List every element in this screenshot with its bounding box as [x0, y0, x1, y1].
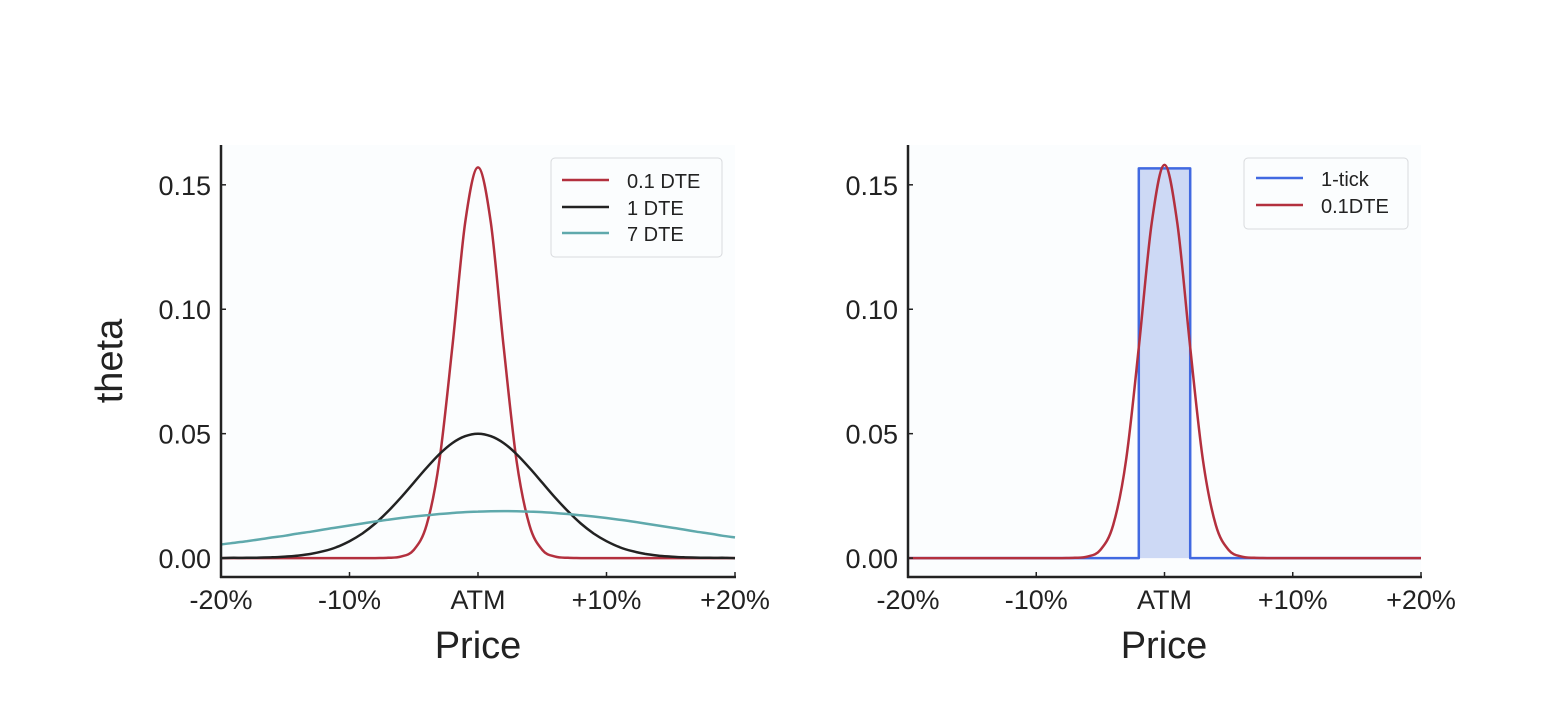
y-tick-label: 0.05 [158, 420, 211, 450]
legend: 0.1 DTE 1 DTE 7 DTE [550, 157, 723, 258]
left-chart-lines [220, 166, 736, 560]
y-tick-label: 0.10 [845, 295, 898, 325]
x-tick-label: -20% [876, 585, 939, 615]
y-tick-label: 0.15 [845, 171, 898, 201]
x-tick-label: -10% [1005, 585, 1068, 615]
x-tick-label: ATM [451, 585, 506, 615]
right-chart: -20% -10% ATM +10% +20% 0.00 0.05 0.10 0.15 Pric… [845, 145, 1456, 667]
x-tick-label: +20% [1386, 585, 1456, 615]
x-tick-label: +10% [572, 585, 642, 615]
y-axis-label: theta [89, 318, 131, 403]
legend-label: 7 DTE [627, 224, 684, 246]
right-chart-lines [907, 163, 1421, 560]
y-tick-label: 0.00 [158, 544, 211, 574]
legend-label: 0.1DTE [1321, 196, 1389, 218]
x-axis-label: Price [435, 625, 522, 667]
left-chart-axes: -20% -10% ATM +10% +20% 0.00 0.05 0.10 0.15 [158, 145, 770, 615]
legend-label: 1-tick [1321, 169, 1370, 191]
legend-label: 0.1 DTE [627, 171, 700, 193]
x-tick-label: -20% [189, 585, 252, 615]
right-chart-axes: -20% -10% ATM +10% +20% 0.00 0.05 0.10 0.15 [845, 145, 1456, 615]
legend-label: 1 DTE [627, 198, 684, 220]
y-tick-label: 0.15 [158, 171, 211, 201]
x-axis-label: Price [1121, 625, 1208, 667]
x-tick-label: +20% [700, 585, 770, 615]
legend: 1-tick 0.1DTE [1243, 157, 1409, 230]
y-tick-label: 0.00 [845, 544, 898, 574]
series-line-0-1dte [907, 163, 1421, 560]
legend-box [1243, 157, 1409, 230]
y-tick-label: 0.10 [158, 295, 211, 325]
series-line-0-1-dte [220, 166, 735, 560]
y-tick-label: 0.05 [845, 420, 898, 450]
series-line-7-dte [220, 509, 736, 546]
x-tick-label: +10% [1258, 585, 1328, 615]
series-line-1-tick [908, 167, 1421, 560]
left-chart: -20% -10% ATM +10% +20% 0.00 0.05 0.10 0.15 Pric… [89, 145, 770, 667]
x-tick-label: ATM [1137, 585, 1192, 615]
series-line-1-dte [220, 432, 736, 560]
series-fill-1-tick [908, 168, 1421, 559]
x-tick-label: -10% [318, 585, 381, 615]
